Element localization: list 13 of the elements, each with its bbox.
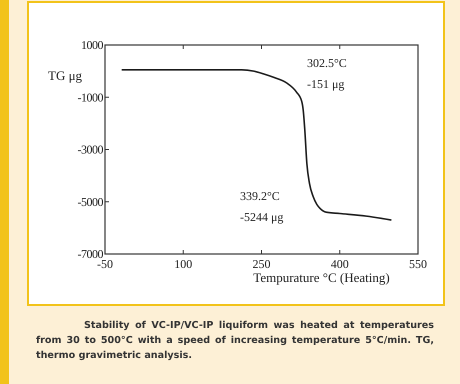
x-tick-label: 400 [330, 257, 349, 271]
x-tick-label: 100 [174, 257, 192, 271]
x-tick-label: 550 [409, 257, 427, 271]
y-tick-label: -3000 [78, 142, 104, 156]
text: Stability of VC-IP/VC-IP liquiform was heated at temperatures from 30 to 500°C with a speed of increasing temperature 5°C/min. TG, thermo gravimetric analysis. [36, 319, 434, 363]
y-tick-label: 1000 [81, 38, 104, 52]
annotation: 339.2°C -5244 μg [240, 189, 284, 224]
y-axis-title: TG μg [48, 68, 83, 83]
y-tick-label: -1000 [78, 90, 104, 104]
y-tick-label: -5000 [78, 194, 104, 209]
annotation: 302.5°C -151 μg [307, 56, 347, 91]
x-tick-label: 250 [252, 257, 270, 271]
x-axis-title: Tempurature °C (Heating) [253, 270, 390, 285]
